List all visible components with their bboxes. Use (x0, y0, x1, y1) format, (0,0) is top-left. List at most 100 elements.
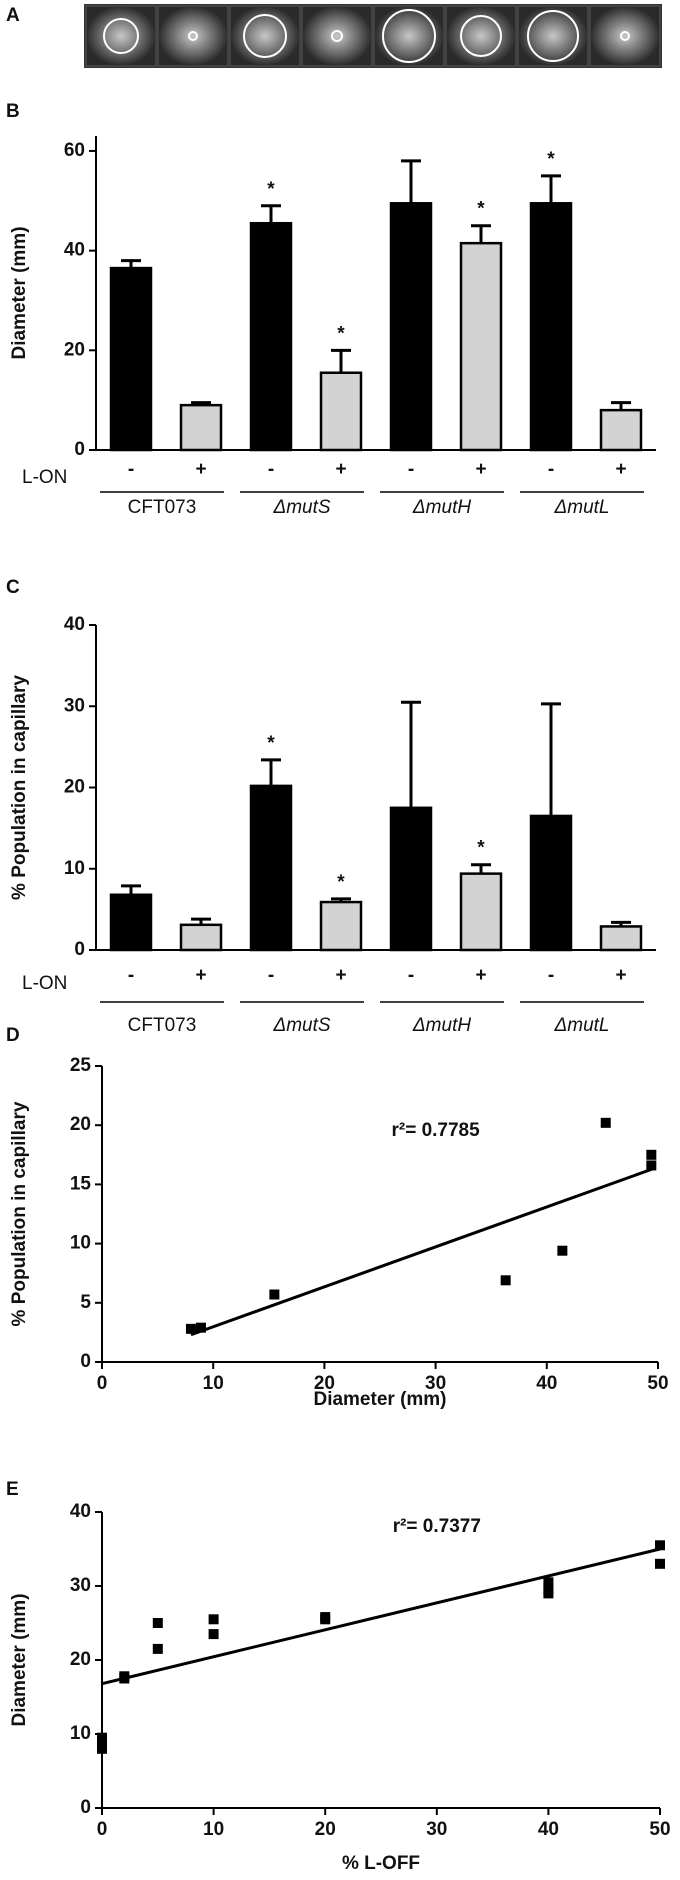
point (97, 1743, 107, 1754)
x-tick-label: 10 (203, 1373, 224, 1394)
x-tick-label: - (408, 459, 414, 480)
point (152, 1643, 163, 1654)
x-tick-label: - (128, 965, 134, 986)
point (557, 1245, 568, 1256)
point (119, 1671, 130, 1682)
y-tick-label: 15 (70, 1173, 92, 1194)
point (543, 1588, 554, 1599)
y-tick-label: 20 (64, 339, 85, 360)
significance-marker: * (477, 199, 485, 220)
annotation: r²= 0.7785 (391, 1120, 480, 1141)
significance-marker: * (477, 838, 485, 859)
bar (459, 241, 503, 452)
point (500, 1275, 511, 1286)
point (185, 1323, 196, 1334)
bar (249, 221, 293, 452)
y-axis-label: Diameter (mm) (9, 226, 30, 359)
trend-line (190, 1167, 653, 1337)
x-tick-label: + (335, 965, 346, 986)
y-tick-label: 40 (64, 240, 85, 261)
bar (459, 872, 503, 952)
x-tick-label: - (548, 965, 554, 986)
bar (109, 266, 153, 452)
x-tick-label: 20 (314, 1373, 335, 1394)
group-label: CFT073 (128, 1015, 197, 1036)
point (600, 1117, 611, 1128)
point (269, 1289, 280, 1300)
y-tick-label: 40 (64, 614, 85, 635)
group-label: ΔmutH (412, 1015, 471, 1036)
point (320, 1614, 331, 1625)
y-tick-label: 25 (70, 1055, 92, 1076)
group-label: ΔmutS (272, 497, 330, 518)
y-tick-label: 30 (64, 695, 85, 716)
point (208, 1629, 219, 1640)
x-tick-label: + (475, 459, 486, 480)
row-label: L-ON (22, 467, 67, 488)
x-tick-label: 40 (536, 1373, 557, 1394)
y-tick-label: 20 (64, 777, 85, 798)
y-tick-label: 0 (80, 1351, 91, 1372)
x-tick-label: + (195, 965, 206, 986)
bar (109, 893, 153, 952)
y-tick-label: 0 (74, 939, 85, 960)
x-tick-label: - (268, 459, 274, 480)
x-tick-label: + (615, 459, 626, 480)
significance-marker: * (267, 733, 275, 754)
y-tick-label: 0 (74, 439, 85, 460)
point (195, 1322, 206, 1333)
y-tick-label: 10 (64, 858, 85, 879)
annotation: r²= 0.7377 (393, 1516, 481, 1537)
x-tick-label: + (475, 965, 486, 986)
bar (179, 923, 223, 952)
bar (599, 408, 643, 452)
point (646, 1160, 657, 1171)
y-tick-label: 40 (70, 1501, 91, 1522)
y-tick-label: 20 (70, 1649, 91, 1670)
bar (179, 403, 223, 452)
x-tick-label: 50 (647, 1373, 668, 1394)
bar (319, 371, 363, 452)
x-tick-label: + (195, 459, 206, 480)
x-axis-label: % L-OFF (342, 1853, 420, 1874)
plate-strip (84, 4, 662, 68)
point (543, 1577, 554, 1588)
point (655, 1540, 665, 1551)
point (646, 1149, 657, 1160)
y-tick-label: 0 (80, 1797, 91, 1818)
y-tick-label: 5 (80, 1292, 91, 1313)
row-label: L-ON (22, 973, 67, 994)
y-axis-label: Diameter (mm) (9, 1593, 30, 1726)
bar (389, 806, 433, 952)
significance-marker: * (267, 179, 275, 200)
y-tick-label: 10 (70, 1723, 91, 1744)
y-tick-label: 60 (64, 140, 85, 161)
x-tick-label: 20 (315, 1819, 336, 1840)
y-axis-label: % Population in capillary (9, 675, 30, 900)
panel-label: D (6, 1025, 20, 1046)
y-tick-label: 10 (70, 1233, 91, 1254)
group-label: ΔmutL (554, 1015, 610, 1036)
point (152, 1618, 163, 1628)
significance-marker: * (337, 872, 345, 893)
bar (319, 900, 363, 952)
group-label: ΔmutS (272, 1015, 330, 1036)
panel-label: A (6, 5, 20, 26)
panel-label: B (6, 101, 20, 122)
group-label: ΔmutH (412, 497, 471, 518)
x-tick-label: 30 (426, 1819, 447, 1840)
y-tick-label: 30 (70, 1575, 91, 1596)
point (97, 1732, 107, 1743)
x-tick-label: + (335, 459, 346, 480)
x-tick-label: - (268, 965, 274, 986)
x-tick-label: 10 (203, 1819, 224, 1840)
significance-marker: * (547, 149, 555, 170)
x-tick-label: 30 (425, 1373, 446, 1394)
panel-label: E (6, 1479, 19, 1500)
x-tick-label: + (615, 965, 626, 986)
group-label: ΔmutL (554, 497, 610, 518)
x-tick-label: 0 (97, 1373, 108, 1394)
significance-marker: * (337, 323, 345, 344)
x-tick-label: - (548, 459, 554, 480)
